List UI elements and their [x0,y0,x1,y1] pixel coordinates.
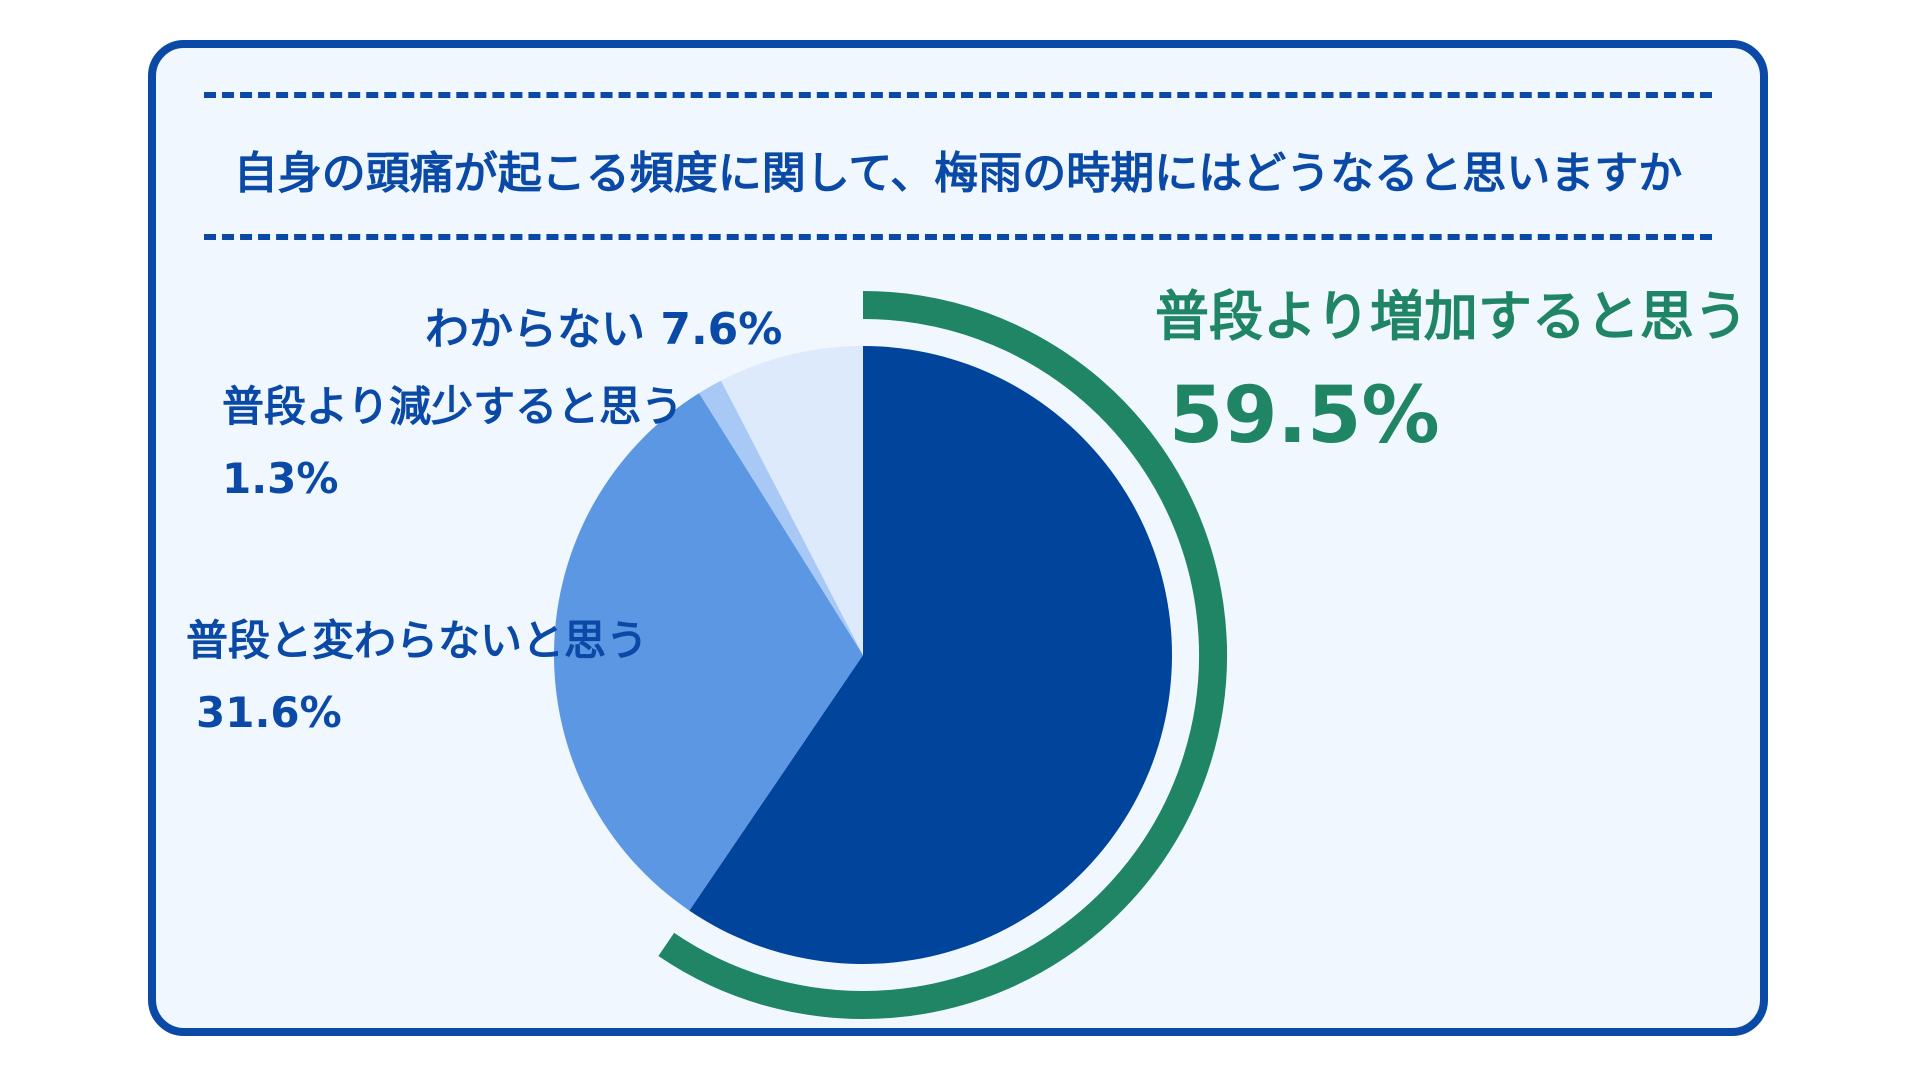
label-same: 普段と変わらないと思う 31.6% [186,612,648,742]
label-same-value: 31.6% [196,688,342,737]
label-increase: 普段より増加すると思う 59.5% [1155,280,1748,466]
chart-title: 自身の頭痛が起こる頻度に関して、梅雨の時期にはどうなると思いますか [233,148,1683,199]
label-unknown: わからない 7.6% [425,300,782,360]
label-decrease-value: 1.3% [222,454,339,503]
label-unknown-name: わからない [425,304,645,355]
pie-slice-unknown [720,346,863,655]
pie-slice-same [553,393,863,911]
pie-slice-increase [689,346,1172,964]
title-divider-bottom [204,234,1712,240]
pie-slice-decrease [699,380,863,655]
title-divider-top [204,92,1712,98]
highlight-arc-increase [658,291,1227,1019]
label-decrease-name: 普段より減少すると思う [222,382,684,431]
label-increase-name: 普段より増加すると思う [1155,285,1748,348]
label-unknown-value: 7.6% [660,304,783,355]
label-decrease: 普段より減少すると思う 1.3% [222,378,683,508]
label-same-name: 普段と変わらないと思う [186,616,649,665]
label-increase-value: 59.5% [1169,371,1440,461]
